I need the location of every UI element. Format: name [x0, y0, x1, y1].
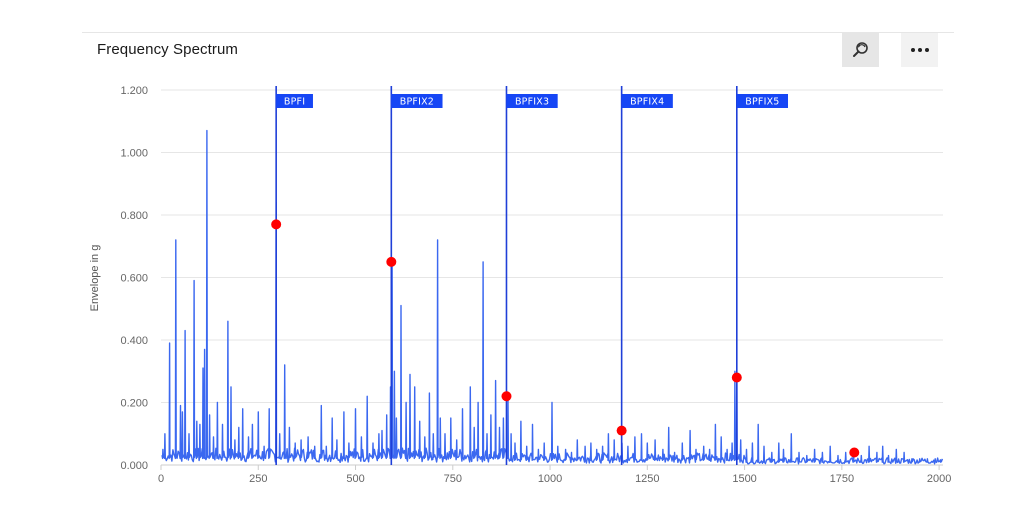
x-tick-label: 750 — [444, 473, 462, 485]
chart-title: Frequency Spectrum — [97, 41, 239, 58]
marker-flag — [276, 94, 313, 108]
x-tick-label: 1000 — [538, 473, 562, 485]
marker-flag — [506, 94, 558, 108]
reset-zoom-button[interactable] — [842, 33, 879, 67]
highlight-point[interactable] — [271, 219, 282, 230]
y-axis-label: Envelope in g — [89, 245, 101, 312]
y-axis-ticks: 0.000 0.200 0.400 0.600 0.800 1.000 1.200 — [120, 85, 148, 472]
x-tick-label: 1750 — [830, 473, 854, 485]
y-tick-label: 0.200 — [120, 398, 148, 410]
chart-panel — [82, 32, 954, 513]
x-axis-ticks: 0 250 500 750 1000 1250 1500 1750 2000 — [158, 473, 951, 485]
series-line-envelope — [161, 129, 944, 465]
reset-zoom-icon — [852, 42, 868, 57]
marker-bpfix3[interactable]: BPFIX3 — [505, 86, 558, 465]
marker-bpfix4[interactable]: BPFIX4 — [620, 86, 673, 465]
highlight-point[interactable] — [501, 391, 512, 402]
x-tick-label: 250 — [249, 473, 267, 485]
marker-bpfi[interactable]: BPFI — [275, 86, 313, 465]
highlight-point[interactable] — [386, 256, 397, 267]
marker-flag — [391, 94, 443, 108]
highlight-point[interactable] — [616, 425, 627, 436]
marker-flag — [621, 94, 673, 108]
marker-bpfix2[interactable]: BPFIX2 — [390, 86, 443, 465]
marker-bpfix5[interactable]: BPFIX5 — [736, 86, 789, 465]
marker-label: BPFIX2 — [400, 97, 434, 108]
y-tick-label: 0.400 — [120, 335, 148, 347]
marker-flag — [736, 94, 789, 108]
x-tick-label: 500 — [346, 473, 364, 485]
frequency-markers: BPFI BPFIX2 BPFIX3 BPFIX4 BPFIX5 — [275, 86, 789, 465]
y-tick-label: 1.000 — [120, 148, 148, 160]
x-tick-label: 1500 — [732, 473, 756, 485]
y-tick-label: 1.200 — [120, 85, 148, 97]
y-tick-label: 0.600 — [120, 273, 148, 285]
x-tick-label: 0 — [158, 473, 164, 485]
highlight-point[interactable] — [849, 447, 860, 458]
y-tick-label: 0.800 — [120, 210, 148, 222]
x-tick-label: 1250 — [635, 473, 659, 485]
highlight-points — [271, 219, 860, 458]
more-horizontal-icon — [910, 48, 929, 52]
marker-label: BPFIX5 — [745, 97, 779, 108]
marker-label: BPFIX3 — [515, 97, 549, 108]
highlight-point[interactable] — [731, 372, 742, 383]
marker-label: BPFI — [284, 97, 305, 108]
x-tick-label: 2000 — [927, 473, 951, 485]
y-tick-label: 0.000 — [120, 460, 148, 472]
marker-label: BPFIX4 — [630, 97, 664, 108]
more-options-button[interactable] — [901, 33, 938, 67]
